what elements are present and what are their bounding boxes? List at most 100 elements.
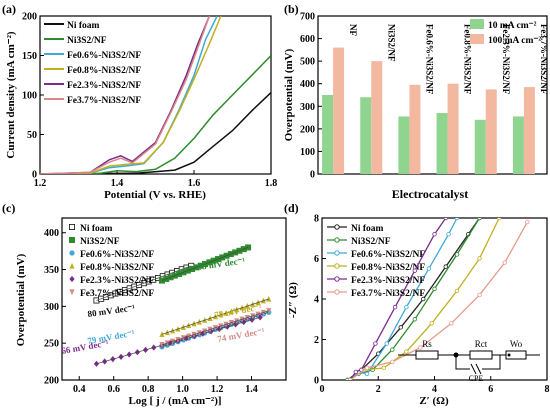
panel-c-slope-label: 80 mV dec⁻¹ (87, 302, 136, 319)
panel-d-series-line (349, 221, 528, 380)
panel-b-bar (409, 84, 421, 174)
panel-d-data-point (454, 288, 460, 294)
panel-c-label: (c) (2, 201, 15, 215)
panel-b-ytick-label: 0 (310, 170, 315, 181)
panel-c-ytick-label: 350 (44, 265, 59, 276)
panel-d-data-point (502, 260, 508, 265)
panel-d-data-point (392, 304, 398, 310)
panel-d-ytick-label: 0 (314, 376, 319, 387)
panel-a-ytick-label: 0 (32, 170, 37, 181)
panel-c-xlabel: Log [ j / (mA cm⁻²)] (128, 395, 221, 407)
panel-c-legend-label: Fe0.8%-Ni3S2/NF (80, 263, 154, 273)
panel-c-legend-label: Ni foam (80, 224, 113, 234)
panel-b-category-label: Fe0.8%-Ni3S2/NF (463, 24, 473, 95)
panel-c-data-point (159, 342, 165, 348)
panel-a-legend-label: Ni foam (67, 21, 100, 31)
panel-c-fit-line (161, 310, 269, 345)
panel-a-xtick-label: 1.6 (188, 178, 201, 189)
panel-c-legend-label: Ni3S2/NF (80, 237, 120, 247)
panel-d-xtick-label: 0 (320, 384, 325, 395)
panel-c-xtick-label: 0.4 (73, 384, 86, 395)
panel-b-bar (436, 113, 448, 174)
panel-d-data-point (477, 218, 482, 221)
circuit-label-wo: Wo (510, 339, 523, 349)
panel-d-ytick-label: 2 (314, 335, 319, 346)
panel-d-ylabel: -Z″ (Ω) (287, 282, 299, 318)
panel-a-xlabel: Potential (V vs. RHE) (104, 189, 206, 201)
panel-c-xtick-label: 1.0 (176, 384, 189, 395)
circuit-node (507, 353, 511, 357)
panel-d-data-point (384, 341, 389, 346)
panel-d-ytick-label: 4 (314, 295, 319, 306)
panel-d-series-line (346, 218, 481, 380)
panel-c-legend-label: Fe2.3%-Ni3S2/NF (80, 276, 154, 286)
panel-b-frame (317, 15, 548, 175)
panel-d-data-point (390, 359, 395, 364)
panel-d-data-point (454, 218, 460, 221)
panel-c-legend-marker (69, 236, 76, 243)
panel-c-ytick-label: 400 (44, 228, 59, 239)
panel-c-data-point (245, 244, 252, 251)
panel-c-frame (61, 217, 287, 381)
panel-d-data-point (373, 341, 378, 346)
panel-d-xtick-label: 8 (545, 384, 550, 395)
panel-d-label: (d) (284, 201, 299, 215)
panel-d-data-point (412, 317, 418, 322)
panel-a-legend-label: Ni3S2/NF (67, 36, 107, 46)
panel-b-ytick-label: 100 (300, 147, 315, 158)
panel-c-ylabel: Overpotential (mV) (15, 253, 27, 346)
panel-b-category-label: Fe3.7%-Ni3S2/NF (539, 24, 549, 95)
panel-c-ytick-label: 300 (44, 302, 59, 313)
panel-b-bar (371, 61, 383, 175)
panel-b-xlabel: Electrocatalyst (392, 187, 468, 201)
panel-d-data-point (432, 231, 437, 237)
panel-d-xtick-label: 4 (432, 384, 437, 395)
panel-a-legend-label: Fe2.3%-Ni3S2/NF (67, 81, 141, 91)
panel-d-data-point (477, 256, 482, 261)
panel-d-data-point (525, 219, 530, 225)
panel-d-data-point (432, 286, 437, 292)
panel-b-ytick-label: 600 (300, 34, 315, 45)
panel-c-legend-marker (69, 289, 75, 296)
panel-b-bar (485, 89, 497, 174)
panel-d-data-point (426, 266, 432, 271)
panel-a-label: (a) (2, 2, 16, 16)
panel-c-xtick-label: 0.6 (107, 384, 120, 395)
panel-d-data-point (404, 304, 409, 310)
panel-b-legend-swatch (470, 19, 484, 29)
panel-a-xtick-label: 1.2 (34, 178, 47, 189)
circuit-label-rs: Rs (422, 339, 432, 349)
panel-c-data-point (266, 295, 272, 302)
panel-d-data-point (443, 218, 448, 221)
panel-b-legend-label: 100 mA cm⁻² (488, 36, 541, 46)
panel-d-xlabel: Z′ (Ω) (419, 395, 449, 407)
panel-b-category-label: Ni3S2/NF (386, 24, 396, 62)
panel-c-legend-marker (69, 223, 76, 230)
circuit-rs-resistor (415, 350, 439, 360)
panel-d-data-point (404, 349, 409, 354)
panel-b-legend-label: 10 mA cm⁻² (488, 21, 537, 31)
panel-c-ytick-label: 250 (44, 339, 59, 350)
panel-b-bar (333, 47, 345, 174)
circuit-wire (482, 355, 501, 370)
panel-d-legend-marker (334, 224, 340, 230)
panel-d-legend-marker (334, 289, 340, 295)
panel-d-legend-label: Ni3S2/NF (351, 237, 391, 247)
panel-d-data-point (390, 347, 395, 352)
panel-a-xtick-label: 1.4 (111, 178, 124, 189)
panel-d-legend-marker (334, 237, 340, 243)
panel-c-fit-line (161, 247, 249, 281)
panel-d-ytick-label: 6 (314, 254, 319, 265)
panel-d-data-point (364, 365, 370, 371)
panel-a-legend-label: Fe0.6%-Ni3S2/NF (67, 51, 141, 61)
panel-d-legend-label: Ni foam (351, 224, 384, 234)
panel-b-category-label: Fe0.6%-Ni3S2/NF (424, 24, 434, 95)
panel-b-ytick-label: 700 (300, 12, 315, 23)
panel-c-fit-line (96, 265, 192, 301)
panel-b-ytick-label: 300 (300, 102, 315, 113)
panel-d-legend-marker (334, 276, 340, 282)
panel-b-bar (512, 116, 524, 174)
circuit-cpe-plate (470, 363, 477, 375)
panel-b-ylabel: Overpotential (mV) (283, 48, 295, 141)
